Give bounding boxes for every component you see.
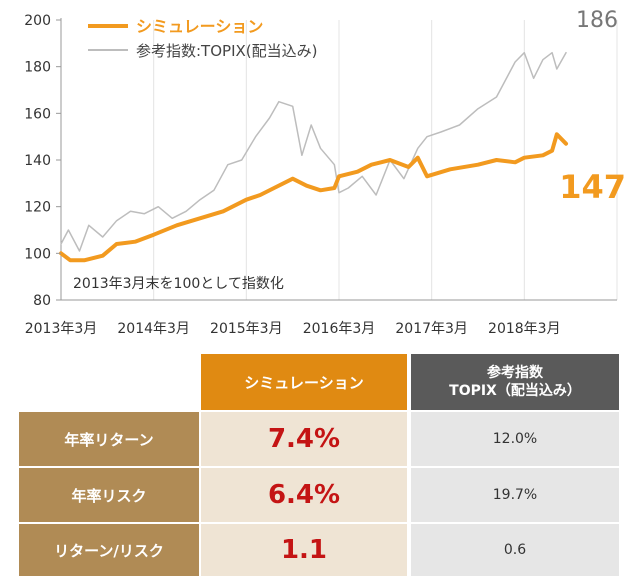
performance-chart: 80 100 120 140 160 180 200 2013年3月 2014年3月 2015年… [24, 8, 626, 337]
sim-return-risk: 1.1 [201, 524, 407, 576]
row-label-annual-risk-text: 年率リスク [71, 486, 147, 505]
y-tick-label: 180 [24, 60, 51, 76]
header-simulation: シミュレーション [201, 354, 407, 410]
sim-annual-return: 7.4% [201, 412, 407, 466]
legend-label-simulation: シミュレーション [136, 17, 263, 36]
topix-return-risk: 0.6 [411, 524, 619, 576]
series-line-simulation [59, 132, 568, 263]
x-tick-label: 2016年3月 [303, 321, 376, 337]
x-tick-label: 2013年3月 [25, 321, 98, 337]
x-tick-label: 2018年3月 [488, 321, 561, 337]
header-topix: 参考指数 TOPIX（配当込み） [411, 354, 619, 410]
sim-annual-risk-value: 6.4% [267, 480, 341, 510]
header-topix-line1: 参考指数 [487, 365, 543, 381]
header-topix-line2: TOPIX（配当込み） [449, 383, 581, 399]
row-label-annual-return-text: 年率リターン [64, 430, 154, 449]
topix-annual-risk-value: 19.7% [492, 487, 538, 503]
series-layer [59, 51, 568, 263]
x-tick-label: 2017年3月 [395, 321, 468, 337]
comparison-table: シミュレーション 参考指数 TOPIX（配当込み） 年率リターン 7.4% 12… [19, 354, 619, 576]
topix-return-risk-value: 0.6 [503, 542, 527, 558]
gridlines [60, 20, 618, 300]
row-label-return-risk: リターン/リスク [19, 524, 199, 576]
topix-annual-risk: 19.7% [411, 468, 619, 522]
header-simulation-label: シミュレーション [244, 373, 364, 392]
sim-annual-risk: 6.4% [201, 468, 407, 522]
topix-annual-return-value: 12.0% [492, 431, 538, 447]
topix-annual-return: 12.0% [411, 412, 619, 466]
y-tick-label: 160 [24, 106, 51, 122]
y-tick-label: 200 [24, 13, 51, 29]
legend-label-topix: 参考指数:TOPIX(配当込み) [136, 42, 317, 60]
annotation-text: 2013年3月末を100として指数化 [73, 276, 284, 292]
series-line-topix [60, 51, 567, 252]
sim-annual-return-value: 7.4% [267, 424, 341, 454]
sim-return-risk-value: 1.1 [280, 535, 328, 565]
y-tick-label: 120 [24, 200, 51, 216]
y-tick-label: 140 [24, 153, 51, 169]
y-axis-ticks: 80 100 120 140 160 180 200 [24, 13, 61, 309]
row-label-annual-risk: 年率リスク [19, 468, 199, 522]
y-tick-label: 80 [33, 293, 51, 309]
end-label-topix: 186 [576, 8, 618, 33]
legend: シミュレーション 参考指数:TOPIX(配当込み) [88, 17, 317, 60]
x-tick-label: 2014年3月 [117, 321, 190, 337]
x-axis-ticks: 2013年3月 2014年3月 2015年3月 2016年3月 2017年3月 2018年… [25, 321, 561, 337]
end-label-simulation: 147 [559, 168, 626, 206]
row-label-return-risk-text: リターン/リスク [54, 541, 164, 560]
y-tick-label: 100 [24, 246, 51, 262]
row-label-annual-return: 年率リターン [19, 412, 199, 466]
x-tick-label: 2015年3月 [210, 321, 283, 337]
